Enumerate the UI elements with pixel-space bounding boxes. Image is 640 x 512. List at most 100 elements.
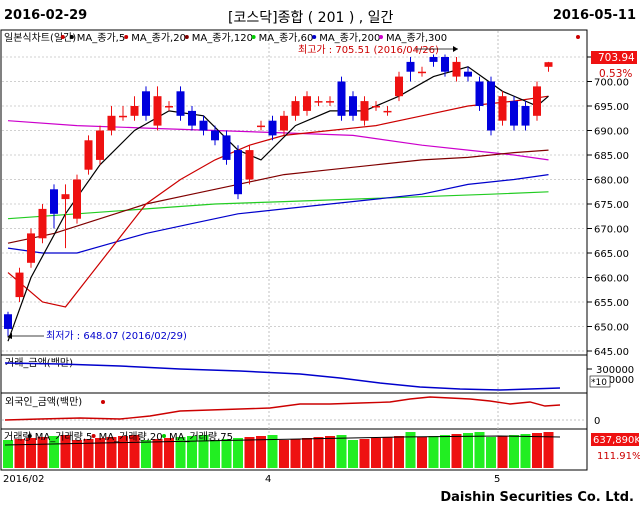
candle-body[interactable] (199, 120, 208, 131)
candle-body[interactable] (4, 314, 12, 329)
volume-bar (175, 437, 186, 468)
candle-body[interactable] (222, 135, 231, 160)
volume-bar (451, 434, 462, 468)
volume-bar (129, 435, 140, 468)
candle-body[interactable] (464, 71, 472, 77)
candle-body[interactable] (61, 194, 70, 200)
candle-body[interactable] (475, 81, 484, 107)
chart-header: 2016-02-29 [코스닥]종합 ( 201 ) , 일간 2016-05-… (0, 0, 640, 30)
volume-bar (210, 440, 220, 468)
chart-title[interactable]: [코스닥]종합 ( 201 ) , 일간 (228, 10, 394, 26)
candle-body[interactable] (314, 101, 323, 103)
candle-body[interactable] (107, 115, 116, 131)
candle-body[interactable] (441, 57, 449, 72)
volume-bar (371, 438, 381, 468)
candle-body[interactable] (544, 62, 553, 67)
price-tick-label: 685.00 (594, 151, 629, 162)
amount-multiplier-box (589, 375, 611, 388)
volume-legend-label: 거래량 (4, 431, 32, 443)
legend-label: MA_종가,20 (131, 32, 186, 44)
candle-body[interactable] (165, 106, 173, 108)
max-price-note: 최고가 : 705.51 (2016/04/26) (298, 44, 439, 56)
volume-bar (118, 436, 128, 468)
amount-tick-1: 300000 (596, 365, 634, 376)
candle-body[interactable] (268, 120, 277, 136)
candle-body[interactable] (533, 86, 541, 116)
ma200-line (7, 174, 549, 254)
candle-body[interactable] (15, 272, 24, 298)
candle-body[interactable] (337, 81, 346, 116)
candle-body[interactable] (429, 57, 438, 62)
candle-body[interactable] (153, 96, 162, 126)
candle-body[interactable] (487, 81, 495, 131)
candle-body[interactable] (452, 61, 461, 77)
min-arrow-head (7, 333, 12, 339)
legend-dot (184, 35, 189, 39)
candle-body[interactable] (498, 96, 507, 121)
volume-bar (14, 439, 25, 468)
candle-body[interactable] (372, 106, 380, 108)
legend-label: MA_종가,200 (319, 32, 380, 44)
candle-body[interactable] (130, 106, 139, 116)
volume-bar (509, 435, 519, 468)
current-price: 703.94 (598, 52, 635, 64)
legend-dot (576, 35, 580, 39)
candle-body[interactable] (234, 150, 242, 195)
legend-dot (379, 35, 383, 39)
candle-body[interactable] (360, 101, 369, 121)
current-volume-ratio: 111.91% (597, 451, 640, 462)
volume-bar (267, 435, 278, 468)
legend-label: MA_종가,120 (192, 32, 253, 44)
moving-average-lines (7, 66, 549, 342)
candle-body[interactable] (84, 140, 93, 170)
amount-line (4, 362, 561, 391)
volume-bar (428, 436, 439, 468)
candle-body[interactable] (326, 101, 334, 103)
ma20-line (7, 95, 549, 308)
current-price-box (591, 51, 637, 64)
candle-body[interactable] (406, 61, 415, 72)
volume-bars (3, 432, 554, 468)
amount-tick-2: 250000 (596, 375, 634, 386)
candle-body[interactable] (27, 233, 35, 263)
candle-body[interactable] (245, 150, 254, 180)
current-volume-box (591, 433, 639, 446)
candle-body[interactable] (211, 130, 219, 141)
max-arrow-head (453, 46, 458, 52)
candle-body[interactable] (119, 115, 127, 118)
price-tick-label: 645.00 (594, 347, 629, 358)
candle-body[interactable] (521, 106, 530, 126)
volume-bar (72, 440, 82, 468)
volume-bar (520, 434, 531, 468)
candle-body[interactable] (176, 91, 185, 116)
candle-body[interactable] (50, 189, 58, 214)
candle-body[interactable] (291, 101, 300, 116)
candle-body[interactable] (395, 76, 403, 97)
candle-body[interactable] (418, 71, 426, 74)
price-tick-label: 665.00 (594, 249, 629, 260)
candle-body[interactable] (38, 208, 47, 239)
volume-bar (336, 435, 347, 468)
candle-body[interactable] (142, 91, 150, 116)
candle-body[interactable] (349, 96, 357, 116)
volume-bar (279, 440, 289, 468)
price-tick-label: 680.00 (594, 176, 629, 187)
price-tick-label: 690.00 (594, 127, 629, 138)
candle-body[interactable] (73, 179, 81, 219)
amount-multiplier: *10 (591, 378, 607, 388)
candle-body[interactable] (96, 130, 104, 160)
date-label-may: 5 (494, 474, 501, 485)
candle-body[interactable] (257, 125, 265, 128)
candle-body[interactable] (303, 96, 311, 111)
volume-legend-dot (91, 434, 96, 438)
candle-body[interactable] (510, 101, 518, 126)
date-label-start: 2016/02 (3, 474, 45, 485)
candle-body[interactable] (280, 115, 288, 131)
candle-body[interactable] (188, 110, 196, 126)
company-name: Daishin Securities Co. Ltd. (440, 490, 634, 505)
volume-bar (141, 440, 151, 468)
volume-bar (49, 436, 59, 468)
candlesticks[interactable] (4, 54, 553, 336)
candle-body[interactable] (383, 110, 392, 113)
